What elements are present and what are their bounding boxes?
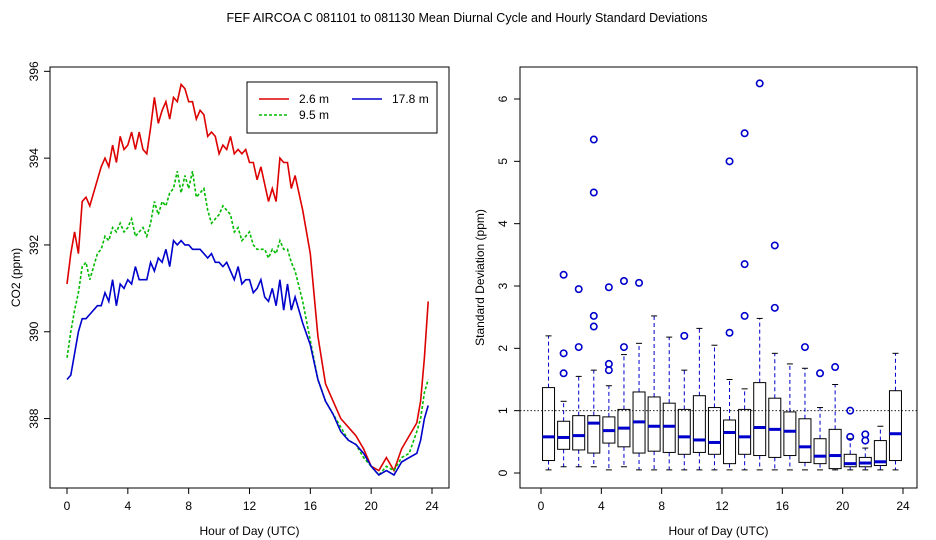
box-iqr: [753, 382, 767, 457]
outlier-point: [740, 311, 749, 320]
box-iqr: [783, 411, 797, 457]
box-iqr: [587, 415, 601, 454]
box-iqr: [692, 395, 706, 453]
x-tick-label: 8: [185, 499, 192, 513]
x-tick-label: 20: [364, 499, 378, 513]
y-tick-label: 392: [27, 235, 41, 255]
x-tick-label: 4: [124, 499, 131, 513]
x-tick-label: 24: [425, 499, 439, 513]
y-tick-label: 388: [27, 408, 41, 428]
outlier-point: [574, 285, 583, 294]
outlier-point: [680, 331, 689, 340]
y-tick-label: 4: [496, 220, 510, 227]
box-iqr: [888, 390, 902, 462]
x-tick-label: 16: [304, 499, 318, 513]
page-title: FEF AIRCOA C 081101 to 081130 Mean Diurn…: [226, 11, 707, 25]
outlier-point: [831, 363, 840, 372]
y-tick-label: 3: [496, 282, 510, 289]
x-axis-label: Hour of Day (UTC): [199, 524, 299, 538]
x-tick-label: 16: [776, 499, 790, 513]
y-tick-label: 5: [496, 158, 510, 165]
outlier-point: [770, 303, 779, 312]
box-iqr: [738, 408, 752, 455]
series-line-26m: [66, 82, 429, 473]
box-iqr: [843, 453, 857, 468]
outlier-point: [604, 283, 613, 292]
box-iqr: [572, 415, 586, 451]
legend-label: 9.5 m: [299, 108, 329, 122]
box-iqr: [677, 408, 691, 455]
outlier-point: [725, 157, 734, 166]
outlier-point: [635, 278, 644, 287]
outlier-point: [740, 129, 749, 138]
outlier-point: [604, 359, 613, 368]
x-tick-label: 0: [538, 499, 545, 513]
outlier-point: [619, 343, 628, 352]
outlier-point: [559, 369, 568, 378]
legend-label: 17.8 m: [392, 92, 429, 106]
x-tick-label: 12: [243, 499, 257, 513]
box-iqr: [798, 418, 812, 463]
outlier-point: [725, 328, 734, 337]
outlier-point: [755, 79, 764, 88]
plot-frame: [519, 66, 918, 489]
x-tick-label: 20: [836, 499, 850, 513]
outlier-point: [800, 343, 809, 352]
x-tick-label: 12: [715, 499, 729, 513]
y-tick-label: 6: [496, 95, 510, 102]
x-tick-label: 0: [64, 499, 71, 513]
outlier-point: [770, 241, 779, 250]
box-iqr: [707, 407, 721, 455]
x-tick-label: 4: [598, 499, 605, 513]
y-tick-label: 2: [496, 345, 510, 352]
legend-box: [246, 81, 438, 134]
outlier-point: [740, 260, 749, 269]
outlier-point: [559, 349, 568, 358]
series-line-178m: [66, 238, 429, 477]
box-iqr: [557, 420, 571, 450]
outlier-point: [861, 430, 870, 439]
outlier-point: [619, 277, 628, 286]
box-iqr: [828, 428, 842, 470]
y-tick-label: 1: [496, 407, 510, 414]
x-tick-label: 8: [658, 499, 665, 513]
box-iqr: [768, 397, 782, 458]
outlier-point: [816, 369, 825, 378]
outlier-point: [846, 432, 855, 441]
outlier-point: [574, 343, 583, 352]
x-axis-label: Hour of Day (UTC): [668, 524, 768, 538]
co2-diurnal-line-chart: 0 4 8 12 16 20 24 388 390 392 394 396 Hour of Day (U…: [9, 61, 450, 538]
y-tick-label: 394: [27, 148, 41, 168]
legend-label: 2.6 m: [299, 92, 329, 106]
y-axis-label: CO2 (ppm): [9, 248, 23, 307]
y-tick-label: 0: [496, 469, 510, 476]
outlier-point: [559, 270, 568, 279]
y-tick-label: 390: [27, 321, 41, 341]
series-line-95m: [66, 171, 429, 477]
outlier-point: [589, 322, 598, 331]
box-iqr: [647, 396, 661, 452]
box-iqr: [542, 387, 556, 462]
outlier-point: [589, 135, 598, 144]
y-tick-label: 396: [27, 61, 41, 81]
box-iqr: [662, 402, 676, 453]
x-tick-label: 24: [896, 499, 910, 513]
outlier-point: [846, 406, 855, 415]
y-axis-label: Standard Deviation (ppm): [473, 209, 487, 346]
box-iqr: [723, 419, 737, 465]
outlier-point: [589, 188, 598, 197]
outlier-point: [589, 311, 598, 320]
box-iqr: [873, 440, 887, 467]
box-iqr: [813, 438, 827, 465]
